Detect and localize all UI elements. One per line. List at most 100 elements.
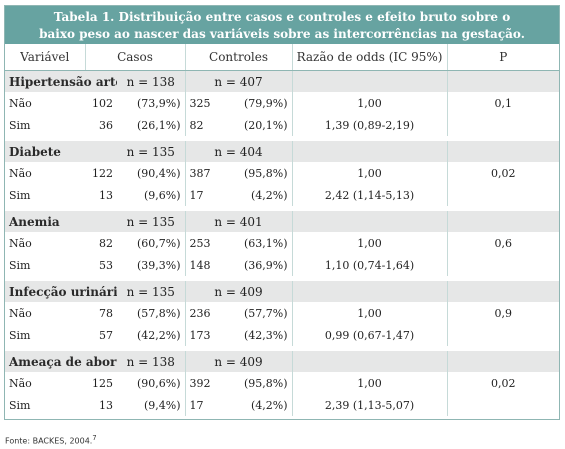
controles-percent: (4,2%) (220, 394, 293, 416)
row-label: Não (5, 92, 85, 114)
row-label: Sim (5, 324, 85, 346)
table-row: Não 102 (73,9%) 325 (79,9%) 1,00 0,1 (5, 92, 560, 114)
controles-count: 17 (185, 184, 221, 206)
table-frame: Tabela 1. Distribuição entre casos e con… (4, 5, 560, 420)
header-casos: Casos (85, 44, 186, 71)
group-n-controles: n = 404 (185, 141, 293, 162)
group-or-empty (292, 351, 448, 372)
row-label: Não (5, 162, 85, 184)
group-name: Hipertensão arterial (5, 70, 117, 92)
odds-ratio: 1,39 (0,89-2,19) (292, 114, 448, 136)
controles-percent: (95,8%) (220, 162, 293, 184)
group-p-empty (447, 211, 560, 232)
group-header-row: Diabete n = 135 n = 404 (5, 141, 560, 162)
controles-percent: (4,2%) (220, 184, 293, 206)
p-value (447, 254, 560, 276)
header-odds-ratio: Razão de odds (IC 95%) (292, 44, 448, 71)
controles-percent: (63,1%) (220, 232, 293, 254)
controles-percent: (95,8%) (220, 372, 293, 394)
p-value (447, 394, 560, 416)
casos-percent: (9,6%) (117, 184, 186, 206)
group-name: Diabete (5, 141, 117, 162)
header-p: P (447, 44, 560, 71)
odds-ratio: 1,00 (292, 92, 448, 114)
group-gap (5, 276, 560, 281)
title-line-1: Tabela 1. Distribuição entre casos e con… (53, 10, 511, 24)
controles-percent: (20,1%) (220, 114, 293, 136)
group-header-row: Infecção urinária n = 135 n = 409 (5, 281, 560, 302)
casos-count: 36 (85, 114, 117, 136)
casos-percent: (42,2%) (117, 324, 186, 346)
odds-ratio: 1,00 (292, 302, 448, 324)
gap-cell (5, 276, 560, 281)
table-row: Não 122 (90,4%) 387 (95,8%) 1,00 0,02 (5, 162, 560, 184)
casos-percent: (90,4%) (117, 162, 186, 184)
p-value: 0,9 (447, 302, 560, 324)
header-row: Variável Casos Controles Razão de odds (… (5, 44, 560, 71)
odds-ratio: 2,42 (1,14-5,13) (292, 184, 448, 206)
group-or-empty (292, 211, 448, 232)
casos-count: 13 (85, 184, 117, 206)
table-row: Não 82 (60,7%) 253 (63,1%) 1,00 0,6 (5, 232, 560, 254)
casos-percent: (26,1%) (117, 114, 186, 136)
group-n-casos: n = 135 (117, 281, 186, 302)
row-label: Sim (5, 254, 85, 276)
controles-percent: (42,3%) (220, 324, 293, 346)
group-or-empty (292, 70, 448, 92)
group-name: Anemia (5, 211, 117, 232)
group-gap (5, 346, 560, 351)
source-text: Fonte: BACKES, 2004. (5, 436, 93, 446)
p-value (447, 324, 560, 346)
controles-count: 17 (185, 394, 221, 416)
controles-count: 148 (185, 254, 221, 276)
controles-count: 253 (185, 232, 221, 254)
header-variavel: Variável (5, 44, 86, 71)
group-n-casos: n = 138 (117, 351, 186, 372)
controles-count: 325 (185, 92, 221, 114)
table-row: Não 78 (57,8%) 236 (57,7%) 1,00 0,9 (5, 302, 560, 324)
row-label: Não (5, 232, 85, 254)
controles-percent: (79,9%) (220, 92, 293, 114)
p-value: 0,1 (447, 92, 560, 114)
source-ref: 7 (92, 434, 97, 442)
casos-count: 78 (85, 302, 117, 324)
casos-count: 125 (85, 372, 117, 394)
p-value: 0,6 (447, 232, 560, 254)
table-title: Tabela 1. Distribuição entre casos e con… (5, 6, 559, 44)
gap-cell (5, 206, 560, 211)
group-or-empty (292, 141, 448, 162)
group-n-controles: n = 407 (185, 70, 293, 92)
gap-cell (5, 346, 560, 351)
controles-count: 236 (185, 302, 221, 324)
odds-ratio: 1,00 (292, 232, 448, 254)
controles-count: 173 (185, 324, 221, 346)
group-n-controles: n = 409 (185, 281, 293, 302)
group-p-empty (447, 141, 560, 162)
odds-ratio: 0,99 (0,67-1,47) (292, 324, 448, 346)
casos-percent: (9,4%) (117, 394, 186, 416)
row-label: Não (5, 372, 85, 394)
controles-count: 82 (185, 114, 221, 136)
group-header-row: Anemia n = 135 n = 401 (5, 211, 560, 232)
group-name: Ameaça de aborto (5, 351, 117, 372)
table-row: Sim 53 (39,3%) 148 (36,9%) 1,10 (0,74-1,64) (5, 254, 560, 276)
controles-percent: (57,7%) (220, 302, 293, 324)
group-p-empty (447, 351, 560, 372)
group-name: Infecção urinária (5, 281, 117, 302)
casos-count: 122 (85, 162, 117, 184)
controles-count: 387 (185, 162, 221, 184)
group-or-empty (292, 281, 448, 302)
group-gap (5, 136, 560, 141)
header-controles: Controles (185, 44, 293, 71)
title-line-2: baixo peso ao nascer das variáveis sobre… (39, 27, 525, 41)
group-p-empty (447, 281, 560, 302)
group-n-casos: n = 138 (117, 70, 186, 92)
casos-count: 82 (85, 232, 117, 254)
table-row: Sim 36 (26,1%) 82 (20,1%) 1,39 (0,89-2,19) (5, 114, 560, 136)
p-value (447, 184, 560, 206)
data-table: Variável Casos Controles Razão de odds (… (5, 44, 560, 416)
group-n-controles: n = 409 (185, 351, 293, 372)
table-row: Sim 13 (9,4%) 17 (4,2%) 2,39 (1,13-5,07) (5, 394, 560, 416)
casos-percent: (39,3%) (117, 254, 186, 276)
